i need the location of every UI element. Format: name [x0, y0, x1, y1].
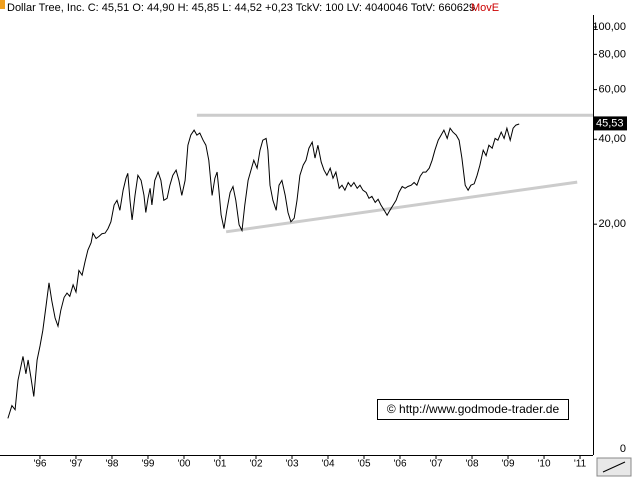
- y-tick-label: 60,00: [598, 84, 626, 96]
- x-tick-label: '00: [177, 459, 190, 470]
- indicator-label: MovE: [471, 2, 499, 14]
- corner-icon: [596, 457, 632, 477]
- price-line: [7, 123, 520, 419]
- x-tick-label: '11: [574, 459, 587, 470]
- last-value-box: [594, 116, 627, 131]
- x-tick-label: '10: [538, 459, 551, 470]
- x-tick-label: '06: [393, 459, 406, 470]
- x-tick-label: '07: [429, 459, 442, 470]
- y-tick-label: 100,00: [592, 21, 626, 33]
- x-tick-label: '97: [69, 459, 82, 470]
- x-tick-label: '99: [141, 459, 154, 470]
- chart-title: Dollar Tree, Inc. C: 45,51 O: 44,90 H: 4…: [7, 2, 475, 14]
- copyright-box: [377, 399, 569, 420]
- copyright: © http://www.godmode-trader.de: [387, 402, 560, 416]
- y-tick-label: 80,00: [598, 48, 626, 60]
- x-tick-label: '01: [213, 459, 226, 470]
- x-tick-label: '96: [33, 459, 46, 470]
- x-tick-label: '05: [357, 459, 370, 470]
- status-icon: [0, 0, 5, 9]
- x-tick-label: '08: [466, 459, 479, 470]
- y-tick-label: 40,00: [598, 133, 626, 145]
- trendline: [225, 180, 578, 234]
- bottom-label: 0: [620, 443, 626, 455]
- x-tick-label: '03: [285, 459, 298, 470]
- x-tick-label: '98: [105, 459, 118, 470]
- y-tick-label: 20,00: [598, 218, 626, 230]
- x-tick-label: '09: [502, 459, 515, 470]
- last-value-label: 45,53: [596, 117, 624, 129]
- x-tick-label: '04: [321, 459, 334, 470]
- x-tick-label: '02: [249, 459, 262, 470]
